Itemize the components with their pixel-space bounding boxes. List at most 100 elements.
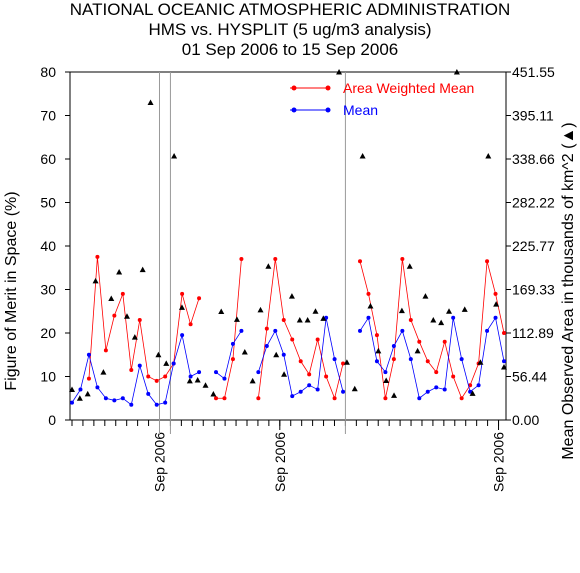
left-axis: 0 10 20 30 40 50 60 70 80 — [40, 64, 70, 428]
series-area-weighted-mean — [86, 254, 506, 401]
series-line — [359, 316, 505, 399]
data-point — [95, 385, 100, 390]
data-point — [425, 389, 430, 394]
data-point — [180, 333, 185, 338]
area-triangle-point — [469, 390, 476, 396]
data-point — [197, 370, 202, 375]
data-point — [298, 389, 303, 394]
data-point — [163, 374, 168, 379]
data-point — [298, 359, 303, 364]
area-triangle-point — [383, 377, 390, 383]
x-tick-label: Sep 2006 — [491, 432, 507, 492]
area-triangle-point — [108, 295, 115, 301]
y2-tick-label: 169.33 — [512, 282, 555, 298]
area-triangle-point — [406, 263, 413, 269]
right-axis: 0.00 56.44 112.89 169.33 225.77 282.22 338.66 3… — [506, 64, 555, 428]
area-triangle-point — [100, 369, 107, 375]
area-triangle-point — [218, 308, 225, 314]
area-triangle-point — [446, 308, 453, 314]
legend: Area Weighted Mean Mean — [290, 80, 474, 118]
series-layer — [69, 68, 507, 407]
area-triangle-point — [84, 390, 91, 397]
data-point — [400, 328, 405, 333]
data-point — [146, 391, 151, 396]
data-point — [171, 361, 176, 366]
y2-axis-label: Mean Observed Area in thousands of km^2 … — [560, 122, 577, 459]
vertical-separators — [158, 72, 346, 434]
y-tick-label: 20 — [40, 325, 56, 341]
data-point — [315, 337, 320, 342]
data-point — [485, 328, 490, 333]
area-triangle-point — [336, 68, 343, 75]
y2-tick-label: 225.77 — [512, 238, 555, 254]
data-point — [154, 402, 159, 407]
data-point — [417, 396, 422, 401]
area-triangle-point — [194, 377, 201, 383]
data-point — [476, 383, 481, 388]
area-triangle-point — [453, 68, 460, 75]
series-line — [257, 317, 344, 397]
y-tick-label: 80 — [40, 64, 56, 80]
area-triangle-point — [312, 308, 319, 314]
area-triangle-point — [163, 360, 170, 366]
area-triangle-point — [391, 392, 398, 398]
data-point — [129, 367, 134, 372]
series-line — [215, 330, 242, 380]
y-tick-label: 50 — [40, 195, 56, 211]
area-triangle-point — [430, 316, 437, 323]
y-tick-label: 10 — [40, 369, 56, 385]
chart-subtitle: HMS vs. HYSPLIT (5 ug/m3 analysis) — [148, 20, 432, 39]
data-point — [442, 339, 447, 344]
y2-tick-label: 282.22 — [512, 195, 555, 211]
x-tick-label: Sep 2006 — [272, 432, 288, 492]
data-point — [230, 341, 235, 346]
data-point — [366, 315, 371, 320]
data-point — [493, 291, 498, 296]
area-triangle-point — [477, 359, 484, 365]
data-point — [137, 363, 142, 368]
area-triangle-point — [501, 363, 507, 370]
data-point — [307, 383, 312, 388]
data-point — [502, 359, 506, 364]
data-point — [307, 372, 312, 377]
legend-label: Mean — [343, 102, 378, 118]
y-axis-label: Figure of Merit in Space (%) — [3, 191, 20, 390]
data-point — [391, 344, 396, 349]
y2-tick-label: 0.00 — [512, 412, 539, 428]
area-triangle-point — [461, 306, 468, 312]
data-point — [146, 374, 151, 379]
data-point — [86, 376, 91, 381]
series-mean — [70, 315, 506, 407]
data-point — [459, 357, 464, 362]
data-point — [120, 396, 125, 401]
area-triangle-point — [123, 313, 130, 319]
data-point — [358, 328, 362, 333]
data-point — [451, 315, 456, 320]
y2-tick-label: 395.11 — [512, 108, 554, 124]
series-mean-observed-area — [69, 68, 507, 401]
data-point — [324, 374, 329, 379]
area-triangle-point — [69, 386, 75, 393]
data-point — [391, 357, 396, 362]
area-triangle-point — [398, 307, 405, 314]
area-triangle-point — [288, 293, 295, 299]
legend-swatch-dot — [291, 85, 297, 91]
area-triangle-point — [202, 382, 209, 388]
area-triangle-point — [351, 385, 358, 392]
data-point — [315, 387, 320, 392]
legend-swatch-dot — [325, 85, 331, 91]
data-point — [78, 387, 83, 392]
series-line — [216, 259, 242, 399]
data-point — [383, 396, 388, 401]
data-point — [434, 385, 439, 390]
chart-title: NATIONAL OCEANIC ATMOSPHERIC ADMINISTRAT… — [69, 0, 511, 19]
area-triangle-point — [233, 316, 240, 322]
area-triangle-point — [281, 371, 288, 377]
data-point — [366, 291, 371, 296]
area-triangle-point — [265, 263, 272, 269]
data-point — [222, 376, 227, 381]
y2-tick-label: 56.44 — [512, 369, 547, 385]
area-triangle-point — [367, 303, 374, 309]
area-triangle-point — [422, 293, 429, 299]
data-point — [400, 257, 405, 262]
